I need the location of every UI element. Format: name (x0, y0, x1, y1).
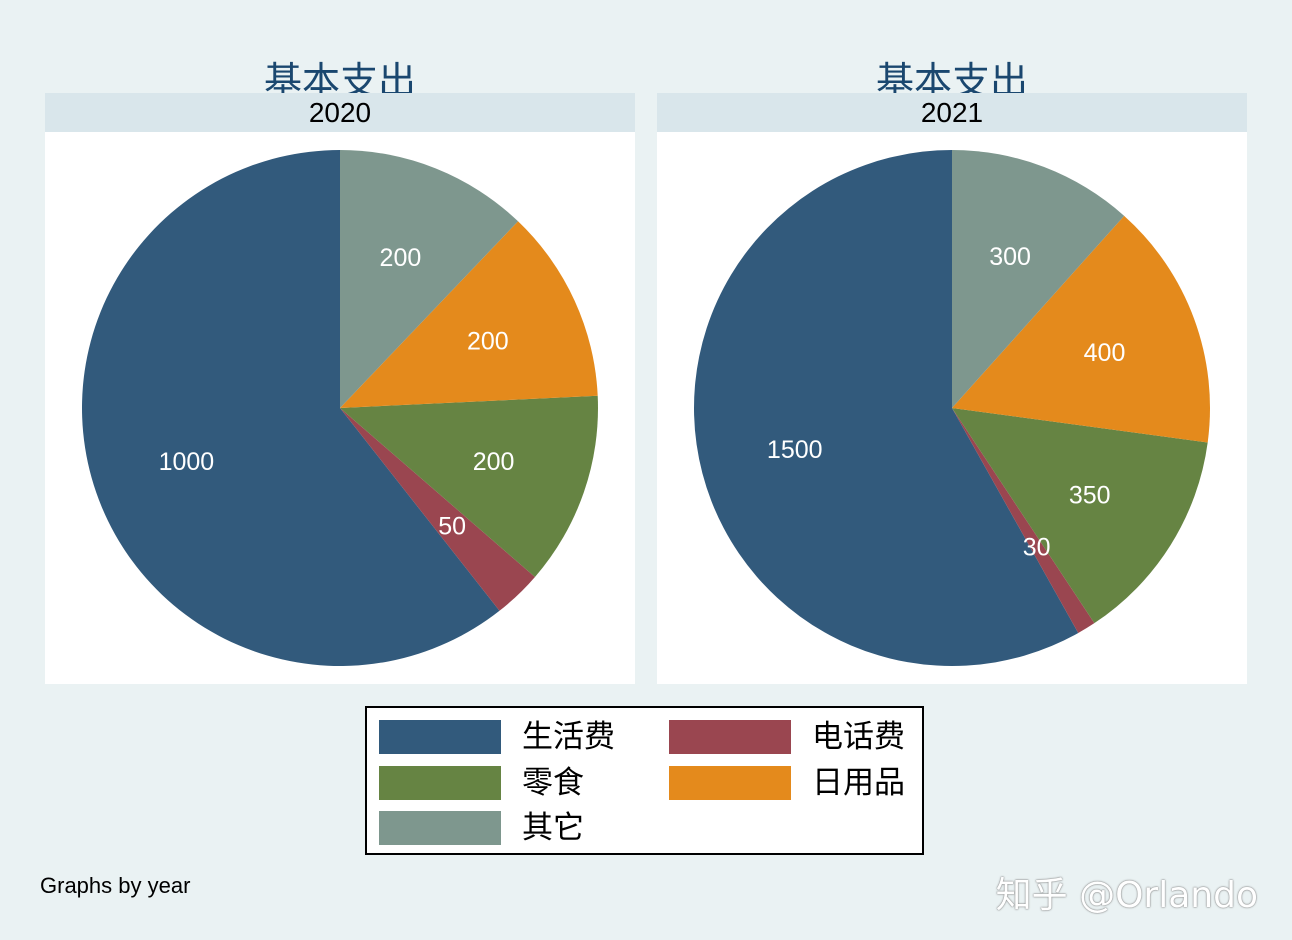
pie-slice-0-2 (340, 395, 598, 577)
pie-slice-0-3 (340, 221, 598, 408)
slice-value-label-0-0: 1000 (159, 448, 215, 476)
pie-slice-1-1 (952, 408, 1095, 633)
pie-chart-2020: 1000 50 200 200 200 (81, 150, 598, 666)
pie-slice-0-4 (340, 150, 519, 408)
legend-swatch (669, 720, 791, 754)
panel-strip-2020: 2020 (45, 93, 635, 132)
slice-value-label-1-1: 30 (1023, 534, 1051, 562)
legend-swatch (379, 766, 501, 800)
panel-strip-2021: 2021 (657, 93, 1247, 132)
watermark: 知乎 @Orlando (995, 875, 1258, 916)
slice-value-label-1-0: 1500 (767, 436, 823, 464)
pie-chart-2021: 1500 30 350 400 300 (693, 150, 1210, 666)
legend-swatch (669, 766, 791, 800)
plot-region-2020: 1000 50 200 200 200 (45, 132, 635, 684)
slice-value-label-0-3: 200 (467, 327, 509, 355)
slice-value-label-0-2: 200 (473, 448, 515, 476)
slice-value-label-1-2: 350 (1069, 481, 1111, 509)
legend-label: 电话费 (812, 719, 905, 755)
legend: 生活费 电话费 零食 日用品 其它 (365, 706, 924, 855)
graphs-by-note: Graphs by year (40, 873, 191, 898)
legend-label: 其它 (522, 810, 584, 846)
legend-swatch (379, 811, 501, 845)
pie-slice-0-1 (340, 408, 535, 611)
legend-label: 日用品 (812, 765, 905, 801)
slice-value-label-1-3: 400 (1084, 339, 1126, 367)
slice-value-label-0-4: 200 (380, 244, 422, 272)
slice-value-label-0-1: 50 (438, 513, 466, 541)
slice-value-label-1-4: 300 (989, 243, 1031, 271)
pie-slice-0-0 (81, 150, 500, 666)
pie-slice-1-4 (952, 150, 1125, 408)
plot-region-2021: 1500 30 350 400 300 (657, 132, 1247, 684)
pie-slice-1-2 (952, 408, 1208, 624)
legend-swatch (379, 720, 501, 754)
legend-label: 生活费 (522, 719, 615, 755)
legend-label: 零食 (522, 765, 584, 801)
pie-slice-1-3 (952, 215, 1210, 443)
pie-slice-1-0 (693, 150, 1079, 666)
